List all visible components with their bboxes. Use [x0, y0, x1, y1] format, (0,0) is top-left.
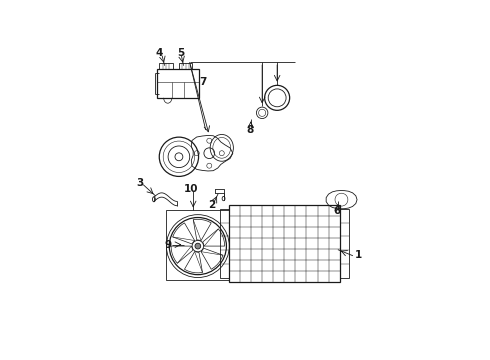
- Bar: [220, 208, 229, 278]
- Bar: [159, 63, 173, 69]
- Text: 10: 10: [184, 184, 198, 194]
- Text: 6: 6: [334, 206, 341, 216]
- Circle shape: [195, 243, 201, 249]
- Bar: [167, 210, 229, 280]
- Text: 9: 9: [164, 240, 171, 250]
- Text: 7: 7: [199, 77, 207, 87]
- Text: 4: 4: [156, 48, 163, 58]
- Bar: [229, 205, 340, 282]
- Text: 5: 5: [177, 48, 184, 58]
- Text: 3: 3: [136, 177, 143, 188]
- Bar: [340, 208, 348, 278]
- Circle shape: [192, 240, 203, 252]
- Text: 8: 8: [247, 125, 254, 135]
- Text: 1: 1: [355, 250, 362, 260]
- Bar: [157, 69, 198, 98]
- Text: 2: 2: [209, 200, 216, 210]
- Bar: [179, 63, 193, 69]
